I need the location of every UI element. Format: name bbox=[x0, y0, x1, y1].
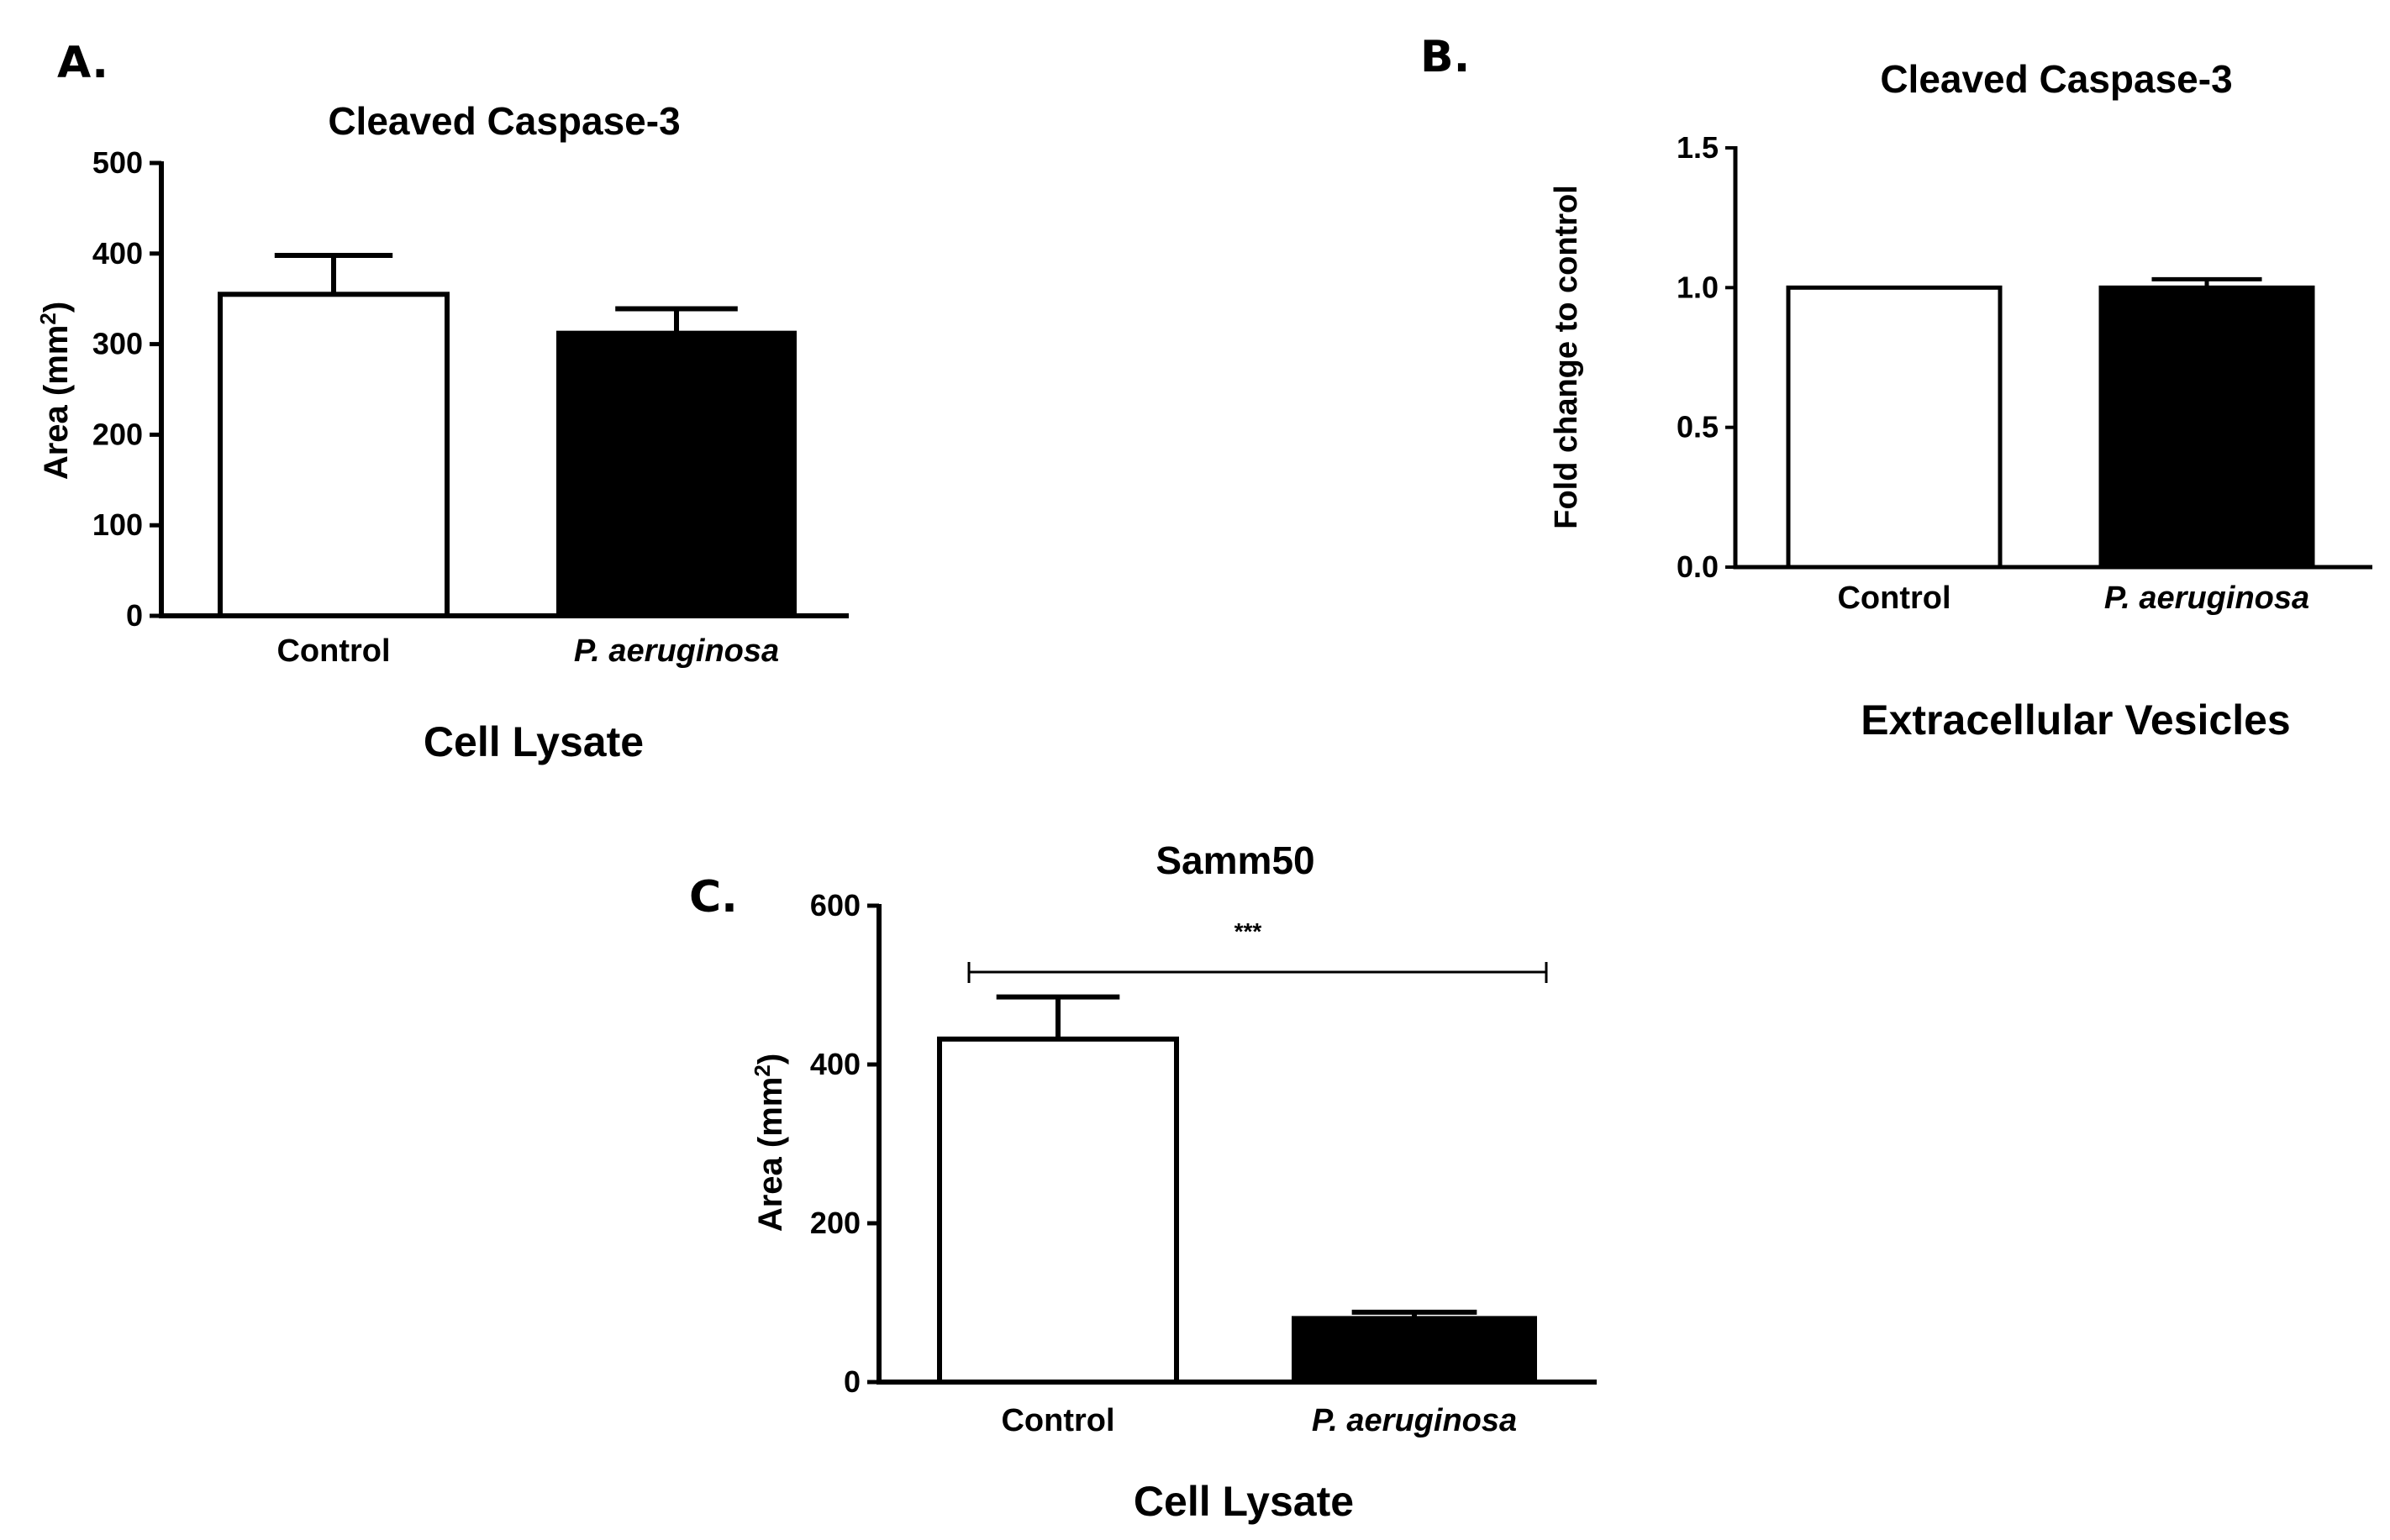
y-tick-label: 100 bbox=[92, 507, 143, 542]
y-axis-label: Area (mm2) bbox=[750, 1054, 789, 1232]
plot-area: 0 200 400 600 Control P. aeruginosa *** bbox=[810, 888, 1597, 1438]
bar bbox=[1292, 1316, 1537, 1385]
y-tick-label: 0.5 bbox=[1677, 410, 1719, 444]
x-axis-label: Extracellular Vesicles bbox=[1861, 696, 2290, 744]
y-tick-label: 300 bbox=[92, 327, 143, 361]
y-tick-label: 400 bbox=[92, 236, 143, 271]
y-tick-label: 600 bbox=[810, 888, 861, 922]
bar bbox=[2098, 285, 2315, 570]
panel-c: C. Samm50 Area (mm2) Cell Lysate 0 200 400… bbox=[689, 838, 1597, 1525]
bar bbox=[1786, 285, 2003, 570]
bar bbox=[556, 330, 797, 618]
panel-letter: B. bbox=[1420, 32, 1470, 82]
y-axis-label: Fold change to control bbox=[1549, 185, 1584, 529]
x-axis-label: Cell Lysate bbox=[424, 718, 644, 765]
y-tick-label: 0 bbox=[126, 598, 143, 633]
y-tick-label: 200 bbox=[92, 417, 143, 451]
y-axis-label: Area (mm2) bbox=[35, 302, 75, 480]
chart-title: Samm50 bbox=[1156, 838, 1314, 882]
bar bbox=[218, 292, 450, 618]
bar bbox=[937, 1036, 1179, 1385]
panel-a: A. Cleaved Caspase-3 Area (mm2) Cell Lys… bbox=[35, 38, 849, 765]
plot-area: 0 100 200 300 400 500 Control P. aeruginosa bbox=[92, 145, 849, 669]
y-tick-label: 400 bbox=[810, 1047, 861, 1081]
panel-b: B. Cleaved Caspase-3 Fold change to cont… bbox=[1420, 32, 2372, 744]
category-label: P. aeruginosa bbox=[1312, 1403, 1517, 1438]
y-tick-label: 200 bbox=[810, 1206, 861, 1240]
category-label: P. aeruginosa bbox=[2104, 581, 2309, 616]
x-axis-label: Cell Lysate bbox=[1134, 1478, 1354, 1525]
chart-title: Cleaved Caspase-3 bbox=[328, 99, 680, 143]
y-tick-label: 0.0 bbox=[1677, 549, 1719, 584]
significance-label: *** bbox=[1234, 918, 1262, 944]
category-label: Control bbox=[276, 633, 390, 669]
y-tick-label: 1.0 bbox=[1677, 270, 1719, 304]
category-label: Control bbox=[1837, 581, 1950, 616]
y-tick-label: 1.5 bbox=[1677, 130, 1719, 165]
category-label: P. aeruginosa bbox=[574, 633, 779, 669]
plot-area: 0.0 0.5 1.0 1.5 Control P. aeruginosa bbox=[1677, 130, 2372, 616]
chart-title: Cleaved Caspase-3 bbox=[1880, 57, 2232, 101]
panel-letter: C. bbox=[689, 872, 738, 922]
y-tick-label: 0 bbox=[844, 1364, 861, 1399]
category-label: Control bbox=[1001, 1403, 1114, 1438]
y-tick-label: 500 bbox=[92, 145, 143, 180]
panel-letter: A. bbox=[57, 38, 108, 88]
